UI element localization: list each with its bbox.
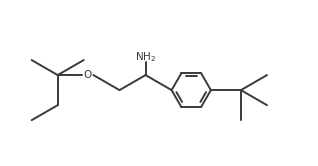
Text: NH$_2$: NH$_2$: [135, 50, 156, 64]
Text: O: O: [84, 70, 92, 80]
